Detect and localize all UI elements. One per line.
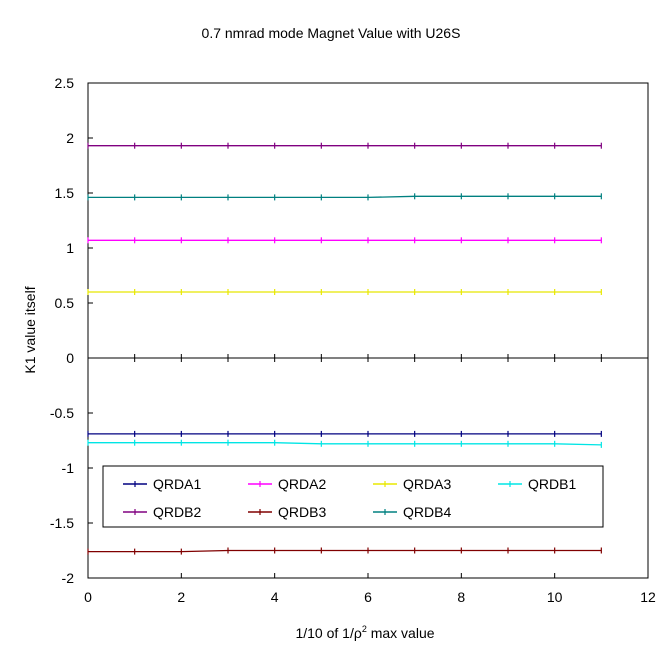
legend-item-qrdb2: QRDB2 [123,504,201,520]
y-tick-label: 2 [66,130,74,146]
legend-item-qrdb1: QRDB1 [498,476,576,492]
x-tick-label: 8 [457,589,465,605]
legend-box [102,465,604,528]
x-axis-label-main: 1/10 of 1/ρ [295,625,361,641]
legend-item-qrda2: QRDA2 [248,476,326,492]
x-axis-label: 1/10 of 1/ρ2 max value [295,624,434,641]
legend-item-qrda1: QRDA1 [123,476,201,492]
x-tick-label: 10 [547,589,563,605]
y-tick-label: -1.5 [50,515,74,531]
legend: QRDA1 QRDA2 QRDA3 QRDB1 QRDB2 QRDB3 QRDB4 [102,465,604,528]
series-qrda1 [87,430,602,437]
y-tick-label: 1.5 [55,185,75,201]
series-qrda2 [87,237,602,244]
chart-title: 0.7 nmrad mode Magnet Value with U26S [202,25,461,41]
series-qrdb4 [87,193,602,201]
series-line [88,442,602,446]
legend-label: QRDB4 [403,504,451,520]
legend-label: QRDB2 [153,504,201,520]
axes: 2.5 2 1.5 1 0.5 0 -0.5 -1 -1.5 -2 0 2 4 6 8 10 12 [50,75,656,605]
legend-label: QRDB3 [278,504,326,520]
x-tick-label: 12 [640,589,656,605]
y-tick-label: 0.5 [55,295,75,311]
x-axis-label-superscript: 2 [362,624,367,634]
series-line [88,549,602,553]
series-qrda3 [87,289,602,295]
series-qrdb1 [87,439,602,448]
legend-item-qrdb4: QRDB4 [373,504,451,520]
x-axis-label-tail: max value [367,625,435,641]
legend-label: QRDA3 [403,476,451,492]
y-tick-label: -2 [62,570,75,586]
legend-label: QRDA2 [278,476,326,492]
y-axis-label: K1 value itself [22,286,38,373]
series-line [88,195,602,199]
x-tick-label: 4 [271,589,279,605]
y-tick-label: 1 [66,240,74,256]
series-qrdb2 [87,142,602,149]
series-qrdb3 [87,547,602,555]
legend-label: QRDA1 [153,476,201,492]
y-tick-label: -0.5 [50,405,74,421]
y-tick-label: 0 [66,350,74,366]
series-layer [87,142,602,555]
x-tick-label: 6 [364,589,372,605]
x-tick-label: 2 [177,589,185,605]
legend-label: QRDB1 [528,476,576,492]
y-tick-label: -1 [62,460,75,476]
x-tick-label: 0 [84,589,92,605]
legend-item-qrdb3: QRDB3 [248,504,326,520]
y-tick-label: 2.5 [55,75,75,91]
legend-item-qrda3: QRDA3 [373,476,451,492]
